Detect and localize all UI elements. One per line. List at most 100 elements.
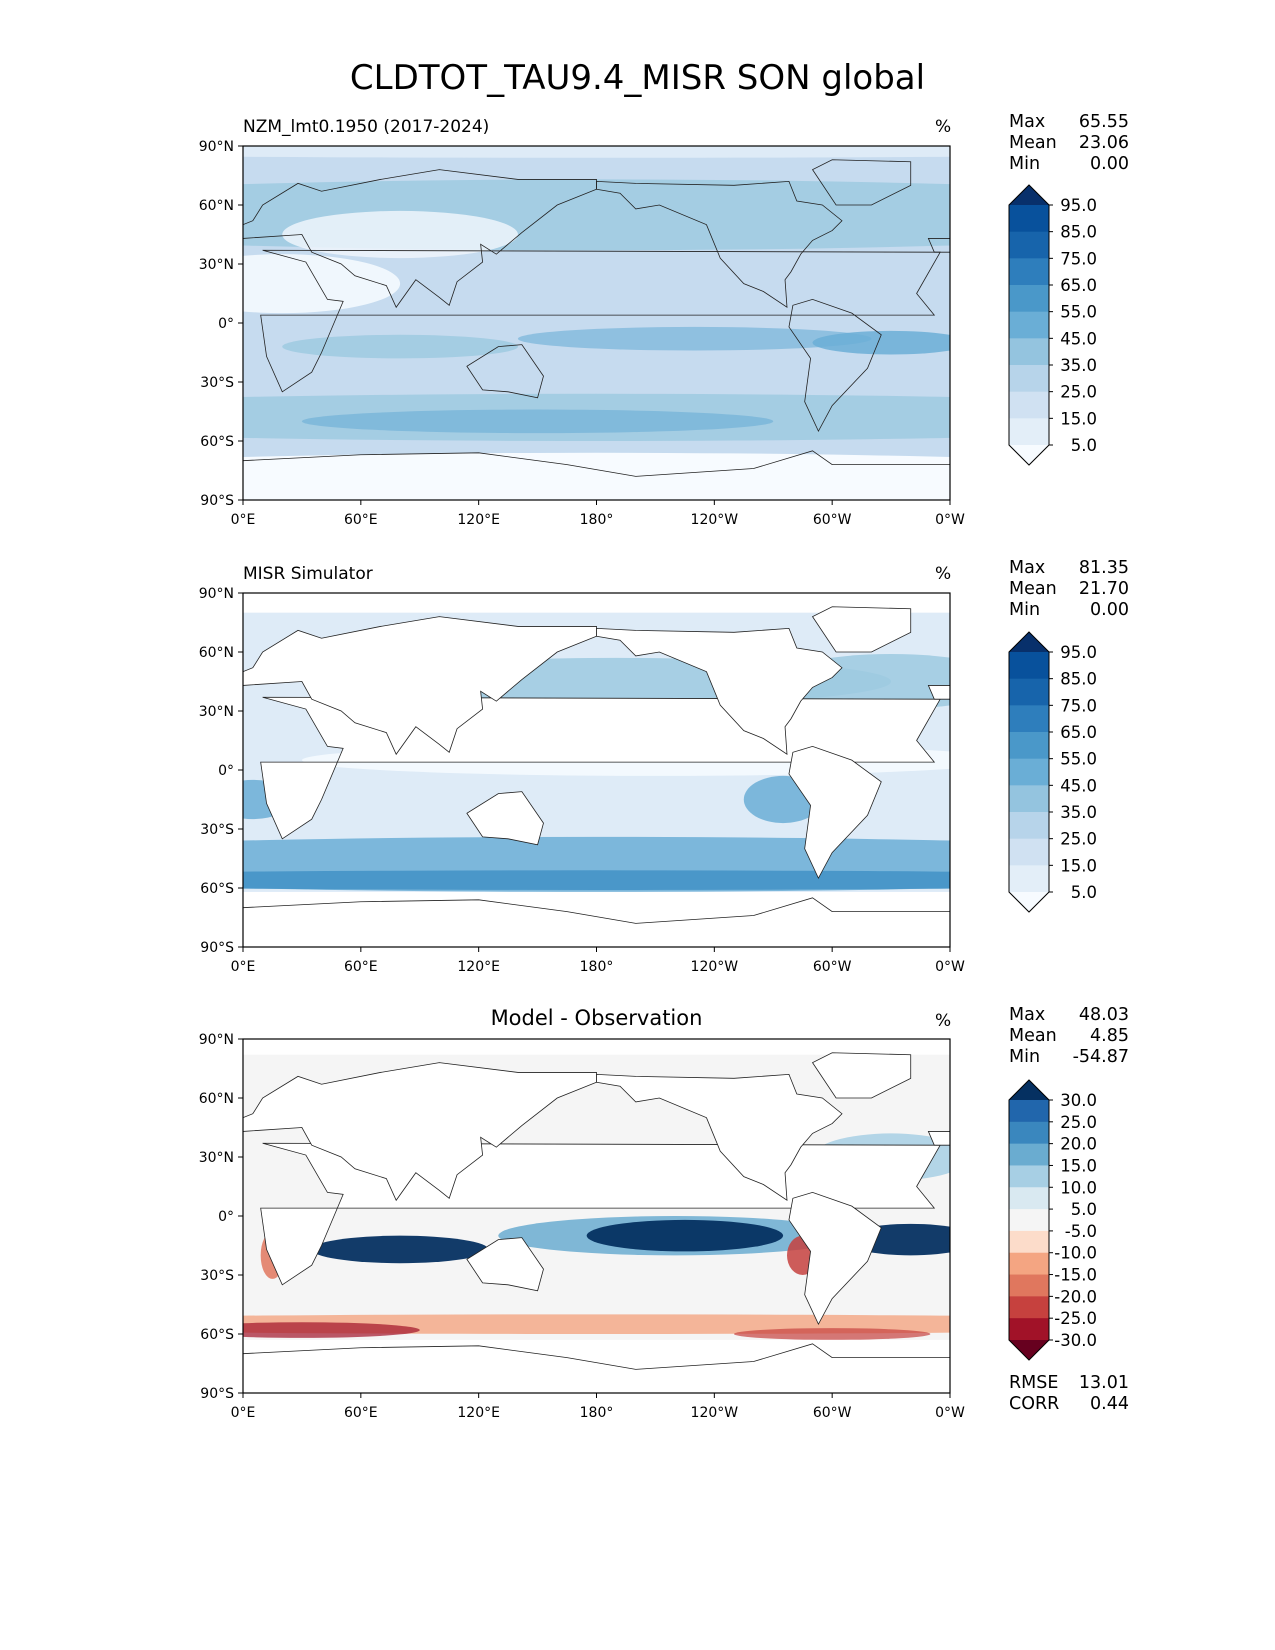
colorbar-label: 75.0: [1060, 696, 1097, 715]
colorbar-label: 85.0: [1060, 223, 1097, 242]
figure-title: CLDTOT_TAU9.4_MISR SON global: [349, 58, 926, 98]
no-data-band: [243, 1039, 950, 1055]
field-patch: [311, 1235, 489, 1264]
colorbar-extend-bottom: [1009, 1340, 1049, 1360]
y-tick-label: 90°S: [200, 493, 234, 509]
coastline: [811, 159, 912, 206]
x-tick-label: 60°W: [813, 959, 852, 975]
map-panel-3: 0°E 60°E 120°E 180° 120°W 60°W 0°W 90°N 60°N 30°N…: [199, 1032, 1097, 1421]
coastline: [788, 1191, 882, 1326]
y-tick-label: 90°N: [199, 586, 234, 602]
colorbar-segment: [1009, 1209, 1049, 1232]
x-tick-label: 0°E: [231, 1405, 256, 1421]
colorbar-label: 25.0: [1060, 830, 1097, 849]
coastline: [466, 1237, 544, 1292]
colorbar-label: -25.0: [1054, 1309, 1097, 1328]
colorbar-label: 45.0: [1060, 776, 1097, 795]
colorbar-segment: [1009, 758, 1049, 786]
colorbar-segment: [1009, 1121, 1049, 1145]
colorbar-segment: [1009, 391, 1049, 419]
field-patch: [243, 254, 401, 314]
colorbar-segment: [1009, 365, 1049, 393]
colorbar-label: 65.0: [1060, 276, 1097, 295]
colorbar-label: 25.0: [1060, 1113, 1097, 1132]
colorbar-extend-top: [1009, 185, 1049, 205]
map-field: [243, 593, 950, 947]
colorbar-label: 85.0: [1060, 670, 1097, 689]
y-tick-label: 0°: [218, 316, 234, 332]
y-tick-label: 0°: [218, 1209, 234, 1225]
field-patch: [812, 330, 950, 355]
colorbar-label: -10.0: [1054, 1244, 1097, 1263]
y-tick-label: 30°S: [200, 822, 234, 838]
colorbar-label: 35.0: [1060, 803, 1097, 822]
y-tick-label: 90°S: [200, 940, 234, 956]
y-tick-label: 60°N: [199, 1091, 234, 1107]
x-tick-label: 120°W: [691, 512, 739, 528]
x-tick-label: 120°E: [457, 959, 500, 975]
coastline: [243, 450, 950, 500]
y-tick-label: 90°N: [199, 1032, 234, 1048]
y-tick-label: 60°N: [199, 198, 234, 214]
colorbar-segment: [1009, 705, 1049, 733]
colorbar-segment: [1009, 785, 1049, 813]
colorbar-extend-bottom: [1009, 445, 1049, 465]
x-tick-label: 0°W: [935, 1405, 965, 1421]
colorbar-segment: [1009, 865, 1049, 893]
x-tick-label: 0°E: [231, 512, 256, 528]
coastline: [243, 1062, 597, 1202]
colorbar-label: 45.0: [1060, 329, 1097, 348]
colorbar-segment: [1009, 1274, 1049, 1297]
colorbar-label: 15.0: [1060, 856, 1097, 875]
x-tick-label: 180°: [580, 959, 614, 975]
x-tick-label: 60°W: [813, 512, 852, 528]
colorbar-label: 5.0: [1071, 1200, 1097, 1219]
colorbar-label: -20.0: [1054, 1287, 1097, 1306]
colorbar-label: 5.0: [1071, 436, 1097, 455]
colorbar-label: 15.0: [1060, 409, 1097, 428]
panel3-error-stats: RMSE 13.01 CORR 0.44: [1009, 1373, 1129, 1414]
x-tick-label: 0°W: [935, 512, 965, 528]
colorbar-segment: [1009, 1252, 1049, 1276]
x-tick-label: 120°W: [691, 959, 739, 975]
field-patch: [243, 452, 950, 500]
colorbar-segment: [1009, 1100, 1049, 1123]
coastline: [811, 1052, 912, 1099]
coastline: [596, 627, 843, 756]
coastline: [596, 180, 843, 309]
y-tick-label: 60°S: [200, 881, 234, 897]
colorbar-3: 30.0 25.0 20.0 15.0 10.0 5.0 -5.0 -10.0 -15.0 -20…: [1008, 1079, 1097, 1361]
colorbar-label: -5.0: [1065, 1222, 1097, 1241]
coastline: [927, 1131, 950, 1146]
field-patch: [243, 146, 950, 158]
colorbar-2: 95.0 85.0 75.0 65.0 55.0 45.0 35.0 25.0 15.0 5.0: [1008, 631, 1097, 913]
colorbar-segment: [1009, 1230, 1049, 1254]
field-patch: [517, 326, 872, 351]
x-tick-label: 120°W: [691, 1405, 739, 1421]
colorbar-segment: [1009, 1296, 1049, 1319]
colorbar-segment: [1009, 418, 1049, 446]
y-tick-label: 30°S: [200, 1268, 234, 1284]
panel2-stats: Max 81.35 Mean 21.70 Min 0.00: [1009, 558, 1129, 620]
x-tick-label: 0°W: [935, 959, 965, 975]
field-patch: [243, 870, 950, 890]
colorbar-extend-top: [1009, 632, 1049, 652]
colorbar-label: 95.0: [1060, 196, 1097, 215]
coastline: [788, 745, 882, 880]
x-tick-label: 60°E: [344, 959, 378, 975]
coastline: [927, 685, 950, 700]
colorbar-extend-bottom: [1009, 892, 1049, 912]
y-tick-label: 0°: [218, 763, 234, 779]
y-tick-label: 30°S: [200, 375, 234, 391]
colorbar-label: 30.0: [1060, 1091, 1097, 1110]
colorbar-label: 65.0: [1060, 723, 1097, 742]
x-tick-label: 180°: [580, 1405, 614, 1421]
coastline: [811, 606, 912, 653]
colorbar-label: 20.0: [1060, 1135, 1097, 1154]
field-patch: [243, 1314, 950, 1334]
colorbar-1: 95.0 85.0 75.0 65.0 55.0 45.0 35.0 25.0 15.0 5.0: [1008, 184, 1097, 466]
panel3-unit: %: [935, 1011, 952, 1031]
colorbar-segment: [1009, 205, 1049, 233]
